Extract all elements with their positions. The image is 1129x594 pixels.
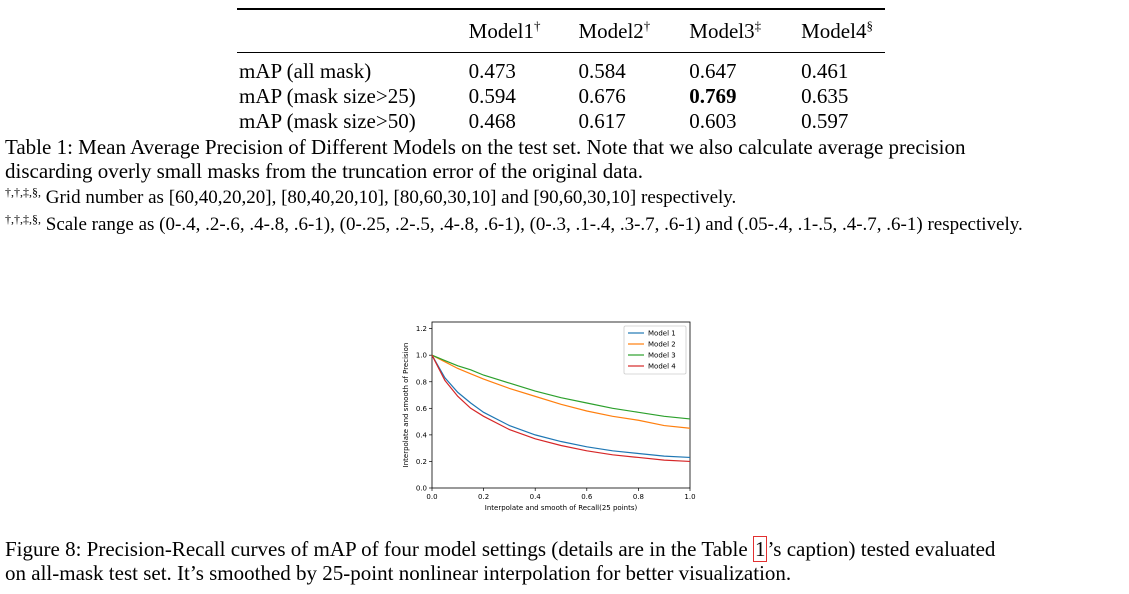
header-model1: Model1† bbox=[468, 17, 541, 43]
x-tick-label: 0.2 bbox=[478, 493, 489, 501]
results-table: Model1† Model2† Model3‡ Model4§ mAP (all… bbox=[237, 8, 885, 134]
table-caption-line2: discarding overly small masks from the t… bbox=[5, 159, 643, 183]
legend-label: Model 3 bbox=[648, 352, 676, 360]
note-grid-text: Grid number as [60,40,20,20], [80,40,20,… bbox=[45, 187, 737, 208]
pr-curve-figure: 0.0 0.2 0.4 0.6 0.8 1.0 0.0 0.2 0.4 0.6 0.8 1.0 1.2 I… bbox=[395, 318, 705, 518]
cell: 0.617 bbox=[578, 109, 626, 133]
pr-curve-chart: 0.0 0.2 0.4 0.6 0.8 1.0 0.0 0.2 0.4 0.6 0.8 1.0 1.2 I… bbox=[402, 321, 696, 512]
series-line-model-3 bbox=[431, 354, 691, 420]
y-axis-label: Interpolate and smooth of Precision bbox=[402, 343, 410, 468]
y-tick-label: 1.0 bbox=[416, 352, 427, 360]
table-top-rule bbox=[237, 8, 885, 10]
row-label: mAP (all mask) bbox=[239, 59, 372, 83]
x-tick-label: 1.0 bbox=[684, 493, 695, 501]
x-tick-label: 0.4 bbox=[530, 493, 542, 501]
legend-label: Model 1 bbox=[648, 330, 676, 338]
legend-label: Model 4 bbox=[648, 363, 676, 371]
cell: 0.584 bbox=[578, 59, 626, 83]
x-tick-label: 0.8 bbox=[633, 493, 644, 501]
cell: 0.473 bbox=[468, 59, 516, 83]
table-body: mAP (all mask) 0.473 0.584 0.647 0.461 m… bbox=[237, 53, 885, 134]
cell: 0.676 bbox=[578, 84, 626, 108]
cell: 0.597 bbox=[801, 109, 849, 133]
legend-box bbox=[623, 325, 687, 375]
y-tick-label: 0.0 bbox=[416, 485, 427, 493]
header-model2: Model2† bbox=[578, 17, 651, 43]
note-marks: †,†,‡,§, bbox=[5, 212, 41, 226]
cell: 0.647 bbox=[689, 59, 737, 83]
table-header-row: Model1† Model2† Model3‡ Model4§ bbox=[237, 10, 885, 52]
series-line-model-4 bbox=[431, 354, 691, 463]
cell: 0.461 bbox=[801, 59, 849, 83]
header-model4: Model4§ bbox=[801, 17, 873, 43]
series-line-model-1 bbox=[431, 354, 691, 459]
table-row: mAP (mask size>25) 0.594 0.676 0.769 0.6… bbox=[237, 84, 885, 109]
table-row: mAP (all mask) 0.473 0.584 0.647 0.461 bbox=[237, 59, 885, 84]
cell-best: 0.769 bbox=[689, 84, 737, 108]
y-tick-label: 0.6 bbox=[416, 405, 428, 413]
header-model3: Model3‡ bbox=[689, 17, 762, 43]
note-scale-text: Scale range as (0-.4, .2-.6, .4-.8, .6-1… bbox=[45, 214, 1023, 235]
series-line-model-2 bbox=[431, 354, 691, 429]
figure-caption-line2: on all-mask test set. It’s smoothed by 2… bbox=[5, 561, 792, 585]
y-tick-label: 0.8 bbox=[416, 378, 427, 386]
cell: 0.603 bbox=[689, 109, 737, 133]
table-header-rule bbox=[237, 52, 885, 53]
note-grid: †,†,‡,§, Grid number as [60,40,20,20], [… bbox=[5, 185, 737, 209]
row-label: mAP (mask size>25) bbox=[239, 84, 416, 108]
table-ref-link[interactable]: 1 bbox=[752, 536, 768, 562]
note-marks: †,†,‡,§, bbox=[5, 185, 41, 199]
row-label: mAP (mask size>50) bbox=[239, 109, 416, 133]
x-tick-label: 0.0 bbox=[426, 493, 437, 501]
note-scale: †,†,‡,§, Scale range as (0-.4, .2-.6, .4… bbox=[5, 212, 1023, 236]
figure-caption-line1: Figure 8: Precision-Recall curves of mAP… bbox=[5, 536, 996, 562]
y-tick-label: 0.2 bbox=[416, 458, 427, 466]
cell: 0.468 bbox=[468, 109, 516, 133]
table-caption: Table 1: Mean Average Precision of Diffe… bbox=[5, 135, 1125, 183]
x-axis-label: Interpolate and smooth of Recall(25 poin… bbox=[485, 504, 638, 512]
table-row: mAP (mask size>50) 0.468 0.617 0.603 0.5… bbox=[237, 109, 885, 134]
cell: 0.594 bbox=[468, 84, 516, 108]
legend-label: Model 2 bbox=[648, 341, 676, 349]
y-tick-label: 1.2 bbox=[416, 325, 427, 333]
figure-caption: Figure 8: Precision-Recall curves of mAP… bbox=[5, 536, 1125, 585]
x-tick-label: 0.6 bbox=[581, 493, 593, 501]
table-caption-line1: Table 1: Mean Average Precision of Diffe… bbox=[5, 135, 966, 159]
y-tick-label: 0.4 bbox=[416, 431, 428, 439]
cell: 0.635 bbox=[801, 84, 849, 108]
